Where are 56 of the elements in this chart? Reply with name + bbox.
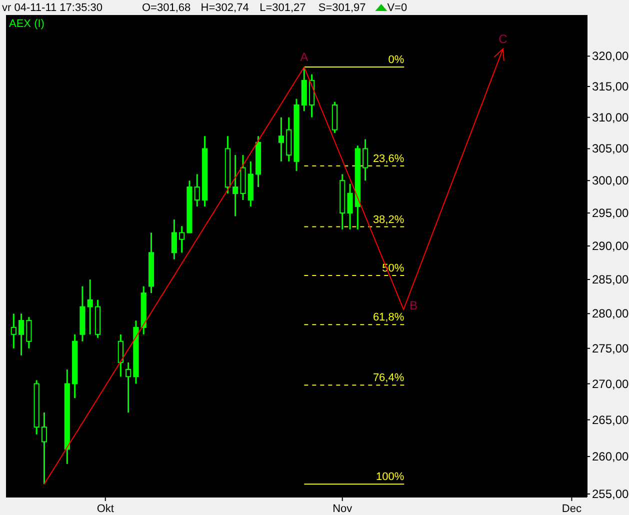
y-tick-label: 260,00 <box>592 450 629 464</box>
candlestick <box>347 183 353 230</box>
annotation: A <box>300 50 308 64</box>
candlestick <box>118 334 124 378</box>
y-tick-label: 255,00 <box>592 486 629 501</box>
text: V=0 <box>387 2 408 14</box>
annotation: 0% <box>388 54 404 66</box>
candlestick <box>240 154 246 201</box>
y-tick-label: 315,00 <box>592 80 629 94</box>
text: H=302,74 <box>200 2 249 14</box>
candlestick <box>72 334 78 399</box>
candlestick <box>126 362 132 414</box>
candlestick <box>286 116 292 162</box>
text: vr 04-11-11 17:35:30 <box>2 2 102 14</box>
candlestick <box>232 154 238 218</box>
candlestick <box>171 218 177 260</box>
candlestick <box>34 379 40 436</box>
annotation: 38,2% <box>372 214 404 226</box>
y-tick-label: 265,00 <box>592 412 629 427</box>
candlestick <box>202 135 208 208</box>
y-tick-label: 305,00 <box>592 142 629 156</box>
y-tick-label: 285,00 <box>592 272 629 286</box>
candlestick <box>18 312 24 356</box>
candlestick <box>362 138 368 182</box>
chart-title: AEX (I) <box>9 18 44 30</box>
candlestick <box>133 320 139 385</box>
y-tick-label: 310,00 <box>592 110 629 124</box>
text: O=301,68 <box>142 2 191 14</box>
y-tick-label: 280,00 <box>592 306 629 321</box>
annotation: C <box>498 32 508 46</box>
text: L=301,27 <box>260 2 306 14</box>
candlestick <box>179 225 185 254</box>
candlestick <box>80 286 86 342</box>
x-tick-label: Nov <box>332 503 353 515</box>
y-tick-label: 290,00 <box>592 238 629 253</box>
y-tick-label: 320,00 <box>592 49 629 64</box>
y-tick-label: 300,00 <box>592 174 629 188</box>
annotation: 76,4% <box>372 372 404 384</box>
candlestick <box>194 173 200 208</box>
candlestick <box>10 312 16 350</box>
candlestick <box>278 116 284 162</box>
candlestick <box>41 412 48 485</box>
text: S=301,97 <box>318 2 366 14</box>
x-tick-label: Dec <box>562 503 582 515</box>
candlestick <box>87 278 93 336</box>
annotation: B <box>410 298 418 312</box>
y-tick-label: 275,00 <box>592 341 629 356</box>
y-tick-label: 295,00 <box>592 206 629 220</box>
x-tick-label: Okt <box>96 503 114 515</box>
candlestick <box>340 173 346 230</box>
candlestick <box>64 368 70 465</box>
annotation: 23,6% <box>372 152 404 165</box>
annotation: 61,8% <box>372 312 404 324</box>
candlestick <box>248 160 254 208</box>
annotation: 100% <box>376 471 404 484</box>
y-tick-label: 270,00 <box>592 376 629 391</box>
